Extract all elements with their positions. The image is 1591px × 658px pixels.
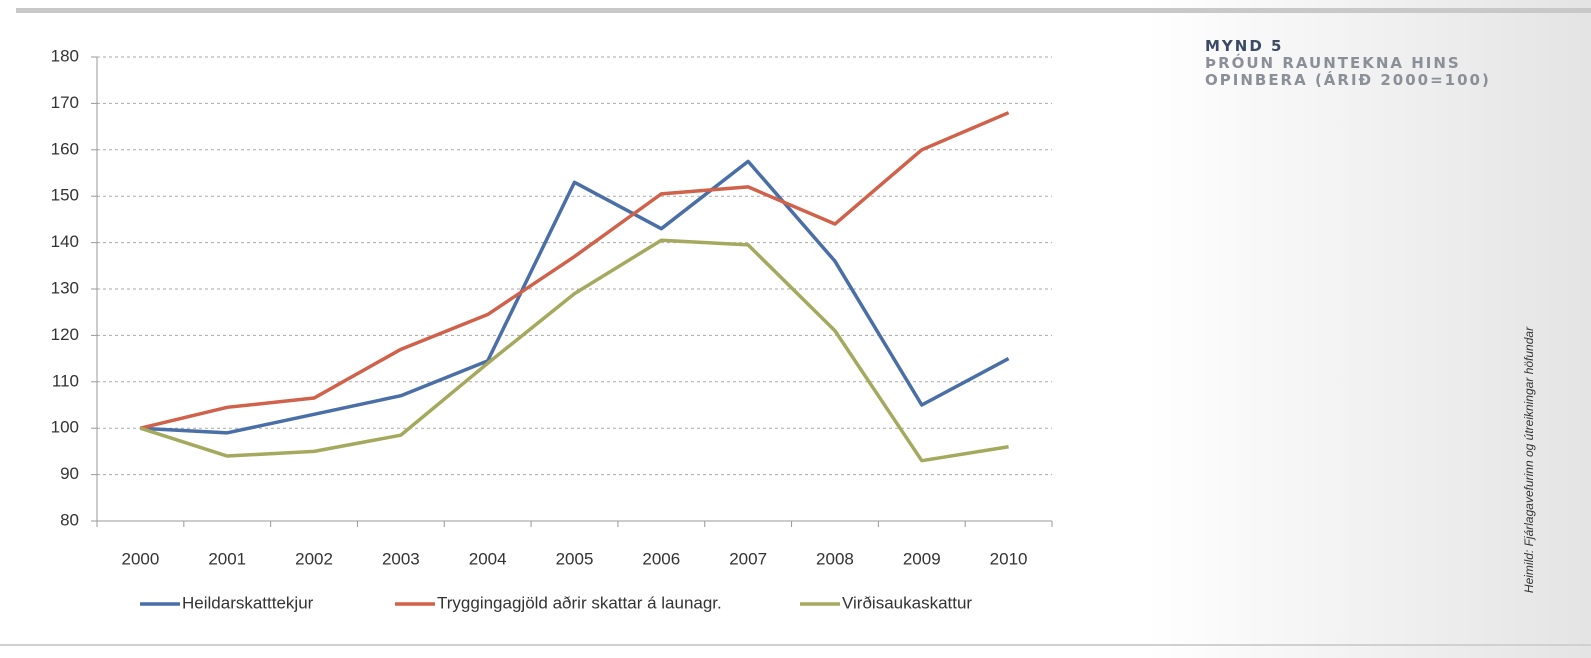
x-tick-label: 2010 xyxy=(990,549,1028,568)
y-tick-label: 120 xyxy=(51,325,79,344)
y-tick-label: 100 xyxy=(51,418,79,437)
source: Heimild: Fjárlagavefurinn og útreikninga… xyxy=(1522,326,1536,593)
x-tick-label: 2004 xyxy=(469,549,507,568)
y-tick-label: 180 xyxy=(51,46,79,65)
x-tick-label: 2006 xyxy=(642,549,680,568)
legend-label: Heildarskatttekjur xyxy=(182,593,314,612)
y-tick-label: 80 xyxy=(60,510,79,529)
y-tick-label: 160 xyxy=(51,139,79,158)
y-tick-label: 90 xyxy=(60,464,79,483)
x-tick-label: 2001 xyxy=(208,549,246,568)
x-tick-label: 2009 xyxy=(903,549,941,568)
y-tick-label: 110 xyxy=(52,371,79,390)
series-line xyxy=(139,111,1010,430)
bottom-rule xyxy=(0,644,1591,646)
x-tick-label: 2000 xyxy=(121,549,159,568)
x-tick-label: 2005 xyxy=(556,549,594,568)
y-tick-label: 150 xyxy=(51,186,79,205)
y-tick-label: 140 xyxy=(51,232,79,251)
series-line xyxy=(140,159,1010,435)
legend-label: Tryggingagjöld aðrir skattar á launagr. xyxy=(437,593,722,612)
y-tick-label: 170 xyxy=(51,93,79,112)
y-tick-label: 130 xyxy=(51,278,79,297)
series-line xyxy=(139,238,1009,463)
x-tick-label: 2007 xyxy=(729,549,767,568)
legend-label: Virðisaukaskattur xyxy=(842,593,972,612)
chart-title: MYND 5 xyxy=(1205,37,1284,55)
chart-subtitle: ÞRÓUN RAUNTEKNA HINS OPINBERA (ÁRIÐ 2000… xyxy=(1205,54,1491,89)
x-tick-label: 2002 xyxy=(295,549,333,568)
x-tick-label: 2003 xyxy=(382,549,420,568)
top-rule xyxy=(16,8,1591,13)
x-tick-label: 2008 xyxy=(816,549,854,568)
